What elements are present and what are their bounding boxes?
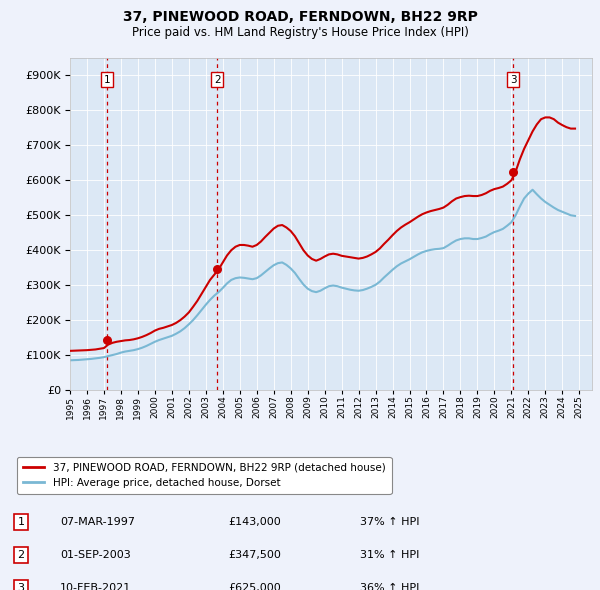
- Text: 2: 2: [17, 550, 25, 560]
- Text: 01-SEP-2003: 01-SEP-2003: [60, 550, 131, 560]
- Point: [508, 167, 518, 176]
- Text: 37, PINEWOOD ROAD, FERNDOWN, BH22 9RP: 37, PINEWOOD ROAD, FERNDOWN, BH22 9RP: [122, 10, 478, 24]
- Text: 36% ↑ HPI: 36% ↑ HPI: [360, 583, 419, 590]
- Text: 31% ↑ HPI: 31% ↑ HPI: [360, 550, 419, 560]
- Text: Price paid vs. HM Land Registry's House Price Index (HPI): Price paid vs. HM Land Registry's House …: [131, 26, 469, 39]
- Point: [102, 335, 112, 345]
- Text: 2: 2: [214, 74, 220, 84]
- Text: 37% ↑ HPI: 37% ↑ HPI: [360, 517, 419, 527]
- Legend: 37, PINEWOOD ROAD, FERNDOWN, BH22 9RP (detached house), HPI: Average price, deta: 37, PINEWOOD ROAD, FERNDOWN, BH22 9RP (d…: [17, 457, 392, 494]
- Text: 07-MAR-1997: 07-MAR-1997: [60, 517, 135, 527]
- Text: 3: 3: [17, 583, 25, 590]
- Text: £347,500: £347,500: [228, 550, 281, 560]
- Text: 1: 1: [17, 517, 25, 527]
- Text: £143,000: £143,000: [228, 517, 281, 527]
- Text: 1: 1: [104, 74, 110, 84]
- Text: 10-FEB-2021: 10-FEB-2021: [60, 583, 131, 590]
- Text: £625,000: £625,000: [228, 583, 281, 590]
- Point: [212, 264, 222, 273]
- Text: 3: 3: [510, 74, 517, 84]
